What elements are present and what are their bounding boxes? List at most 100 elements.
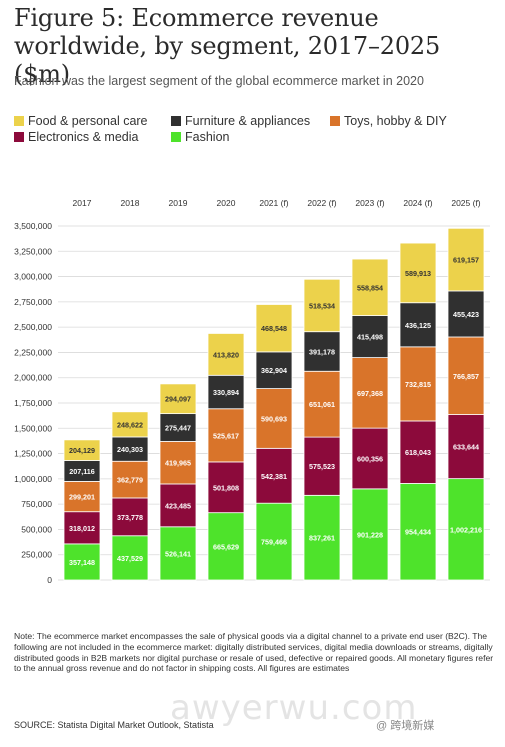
chart-subtitle: Fashion was the largest segment of the g… <box>14 74 424 88</box>
bar-segment <box>159 383 197 415</box>
bar-segment <box>399 346 437 422</box>
bar-segment <box>207 374 245 410</box>
bar-segment <box>255 447 293 504</box>
data-label: 299,201 <box>69 493 95 502</box>
bar-segment <box>447 290 485 338</box>
bar-segment <box>207 333 245 376</box>
bar-segment <box>63 511 101 545</box>
bar-segment <box>447 414 485 480</box>
data-label: 526,141 <box>165 549 191 558</box>
bar-segment <box>351 488 389 581</box>
watermark-tag: @ 跨境新媒 <box>376 720 435 732</box>
data-label: 558,854 <box>357 283 383 292</box>
y-tick-label: 1,000,000 <box>14 474 52 484</box>
legend-item-furniture: Furniture & appliances <box>171 114 310 128</box>
legend-swatch-electronics <box>14 132 24 142</box>
data-label: 766,857 <box>453 372 479 381</box>
legend-item-fashion: Fashion <box>171 130 229 144</box>
x-tick-label: 2025 (f) <box>451 198 480 208</box>
data-label: 468,548 <box>261 324 287 333</box>
x-tick-label: 2018 <box>121 198 140 208</box>
data-label: 204,129 <box>69 446 95 455</box>
bar-segment <box>255 388 293 449</box>
data-label: 590,693 <box>261 414 287 423</box>
x-tick-label: 2021 (f) <box>259 198 288 208</box>
bar-segment <box>447 227 485 292</box>
legend-label-furniture: Furniture & appliances <box>185 114 311 128</box>
data-label: 373,778 <box>117 513 143 522</box>
y-tick-label: 0 <box>47 575 52 585</box>
bar-segment <box>399 420 437 484</box>
data-label: 525,617 <box>213 431 239 440</box>
watermark: awyerwu.com <box>170 688 418 728</box>
y-tick-label: 3,000,000 <box>14 272 52 282</box>
data-label: 207,116 <box>69 467 95 476</box>
data-label: 248,622 <box>117 420 143 429</box>
y-tick-label: 2,000,000 <box>14 373 52 383</box>
data-label: 618,043 <box>405 448 431 457</box>
data-label: 697,368 <box>357 389 383 398</box>
data-label: 415,498 <box>357 333 383 342</box>
legend-swatch-furniture <box>171 116 181 126</box>
legend-label-toys: Toys, hobby & DIY <box>344 114 447 128</box>
data-label: 437,529 <box>117 554 143 563</box>
bar-segment <box>111 436 149 462</box>
data-label: 362,779 <box>117 476 143 485</box>
y-tick-label: 1,500,000 <box>14 423 52 433</box>
bar-segment <box>63 439 101 461</box>
y-tick-label: 2,750,000 <box>14 297 52 307</box>
y-tick-label: 1,750,000 <box>14 398 52 408</box>
y-tick-label: 500,000 <box>21 524 52 534</box>
data-label: 330,894 <box>213 388 239 397</box>
data-label: 436,125 <box>405 321 431 330</box>
data-label: 501,808 <box>213 483 239 492</box>
data-label: 575,523 <box>309 462 335 471</box>
data-label: 419,965 <box>165 459 191 468</box>
data-label: 413,820 <box>213 350 239 359</box>
stacked-bar-chart: 0 250,000 500,000 750,000 1,000,000 1,250,000… <box>14 198 490 585</box>
data-label: 518,534 <box>309 301 335 310</box>
bar-segment <box>303 278 341 333</box>
data-label: 362,904 <box>261 366 287 375</box>
bar-segment <box>159 441 197 485</box>
chart-source: SOURCE: Statista Digital Market Outlook,… <box>14 720 214 730</box>
data-label: 759,466 <box>261 538 287 547</box>
data-label: 294,097 <box>165 395 191 404</box>
bar-segment <box>159 483 197 528</box>
data-label: 240,303 <box>117 445 143 454</box>
x-tick-label: 2019 <box>169 198 188 208</box>
x-tick-label: 2024 (f) <box>403 198 432 208</box>
bar-segment <box>303 370 341 438</box>
legend-item-toys: Toys, hobby & DIY <box>330 114 447 128</box>
legend-swatch-toys <box>330 116 340 126</box>
bar-segment <box>351 315 389 358</box>
bar-segment <box>207 512 245 581</box>
data-label: 423,485 <box>165 501 191 510</box>
legend-label-food: Food & personal care <box>28 114 148 128</box>
data-label: 1,002,216 <box>450 525 482 534</box>
bar-segment <box>447 478 485 581</box>
bar-segment <box>351 427 389 490</box>
bar-segment <box>351 258 389 316</box>
data-label: 455,423 <box>453 310 479 319</box>
legend-swatch-fashion <box>171 132 181 142</box>
bar-segment <box>63 481 101 513</box>
y-tick-label: 250,000 <box>21 550 52 560</box>
data-label: 391,178 <box>309 347 335 356</box>
x-tick-label: 2020 <box>217 198 236 208</box>
bar-segment <box>159 413 197 442</box>
data-label: 318,012 <box>69 524 95 533</box>
legend-item-food: Food & personal care <box>14 114 148 128</box>
y-tick-label: 2,500,000 <box>14 322 52 332</box>
bar-segment <box>111 460 149 499</box>
data-label: 633,644 <box>453 443 479 452</box>
legend-label-electronics: Electronics & media <box>28 130 139 144</box>
bar-segment <box>159 526 197 581</box>
data-label: 732,815 <box>405 380 431 389</box>
data-label: 275,447 <box>165 424 191 433</box>
legend-item-electronics: Electronics & media <box>14 130 138 144</box>
y-tick-label: 3,500,000 <box>14 221 52 231</box>
bar-segment <box>111 411 149 438</box>
data-label: 600,356 <box>357 454 383 463</box>
chart-note: Note: The ecommerce market encompasses t… <box>14 631 494 674</box>
